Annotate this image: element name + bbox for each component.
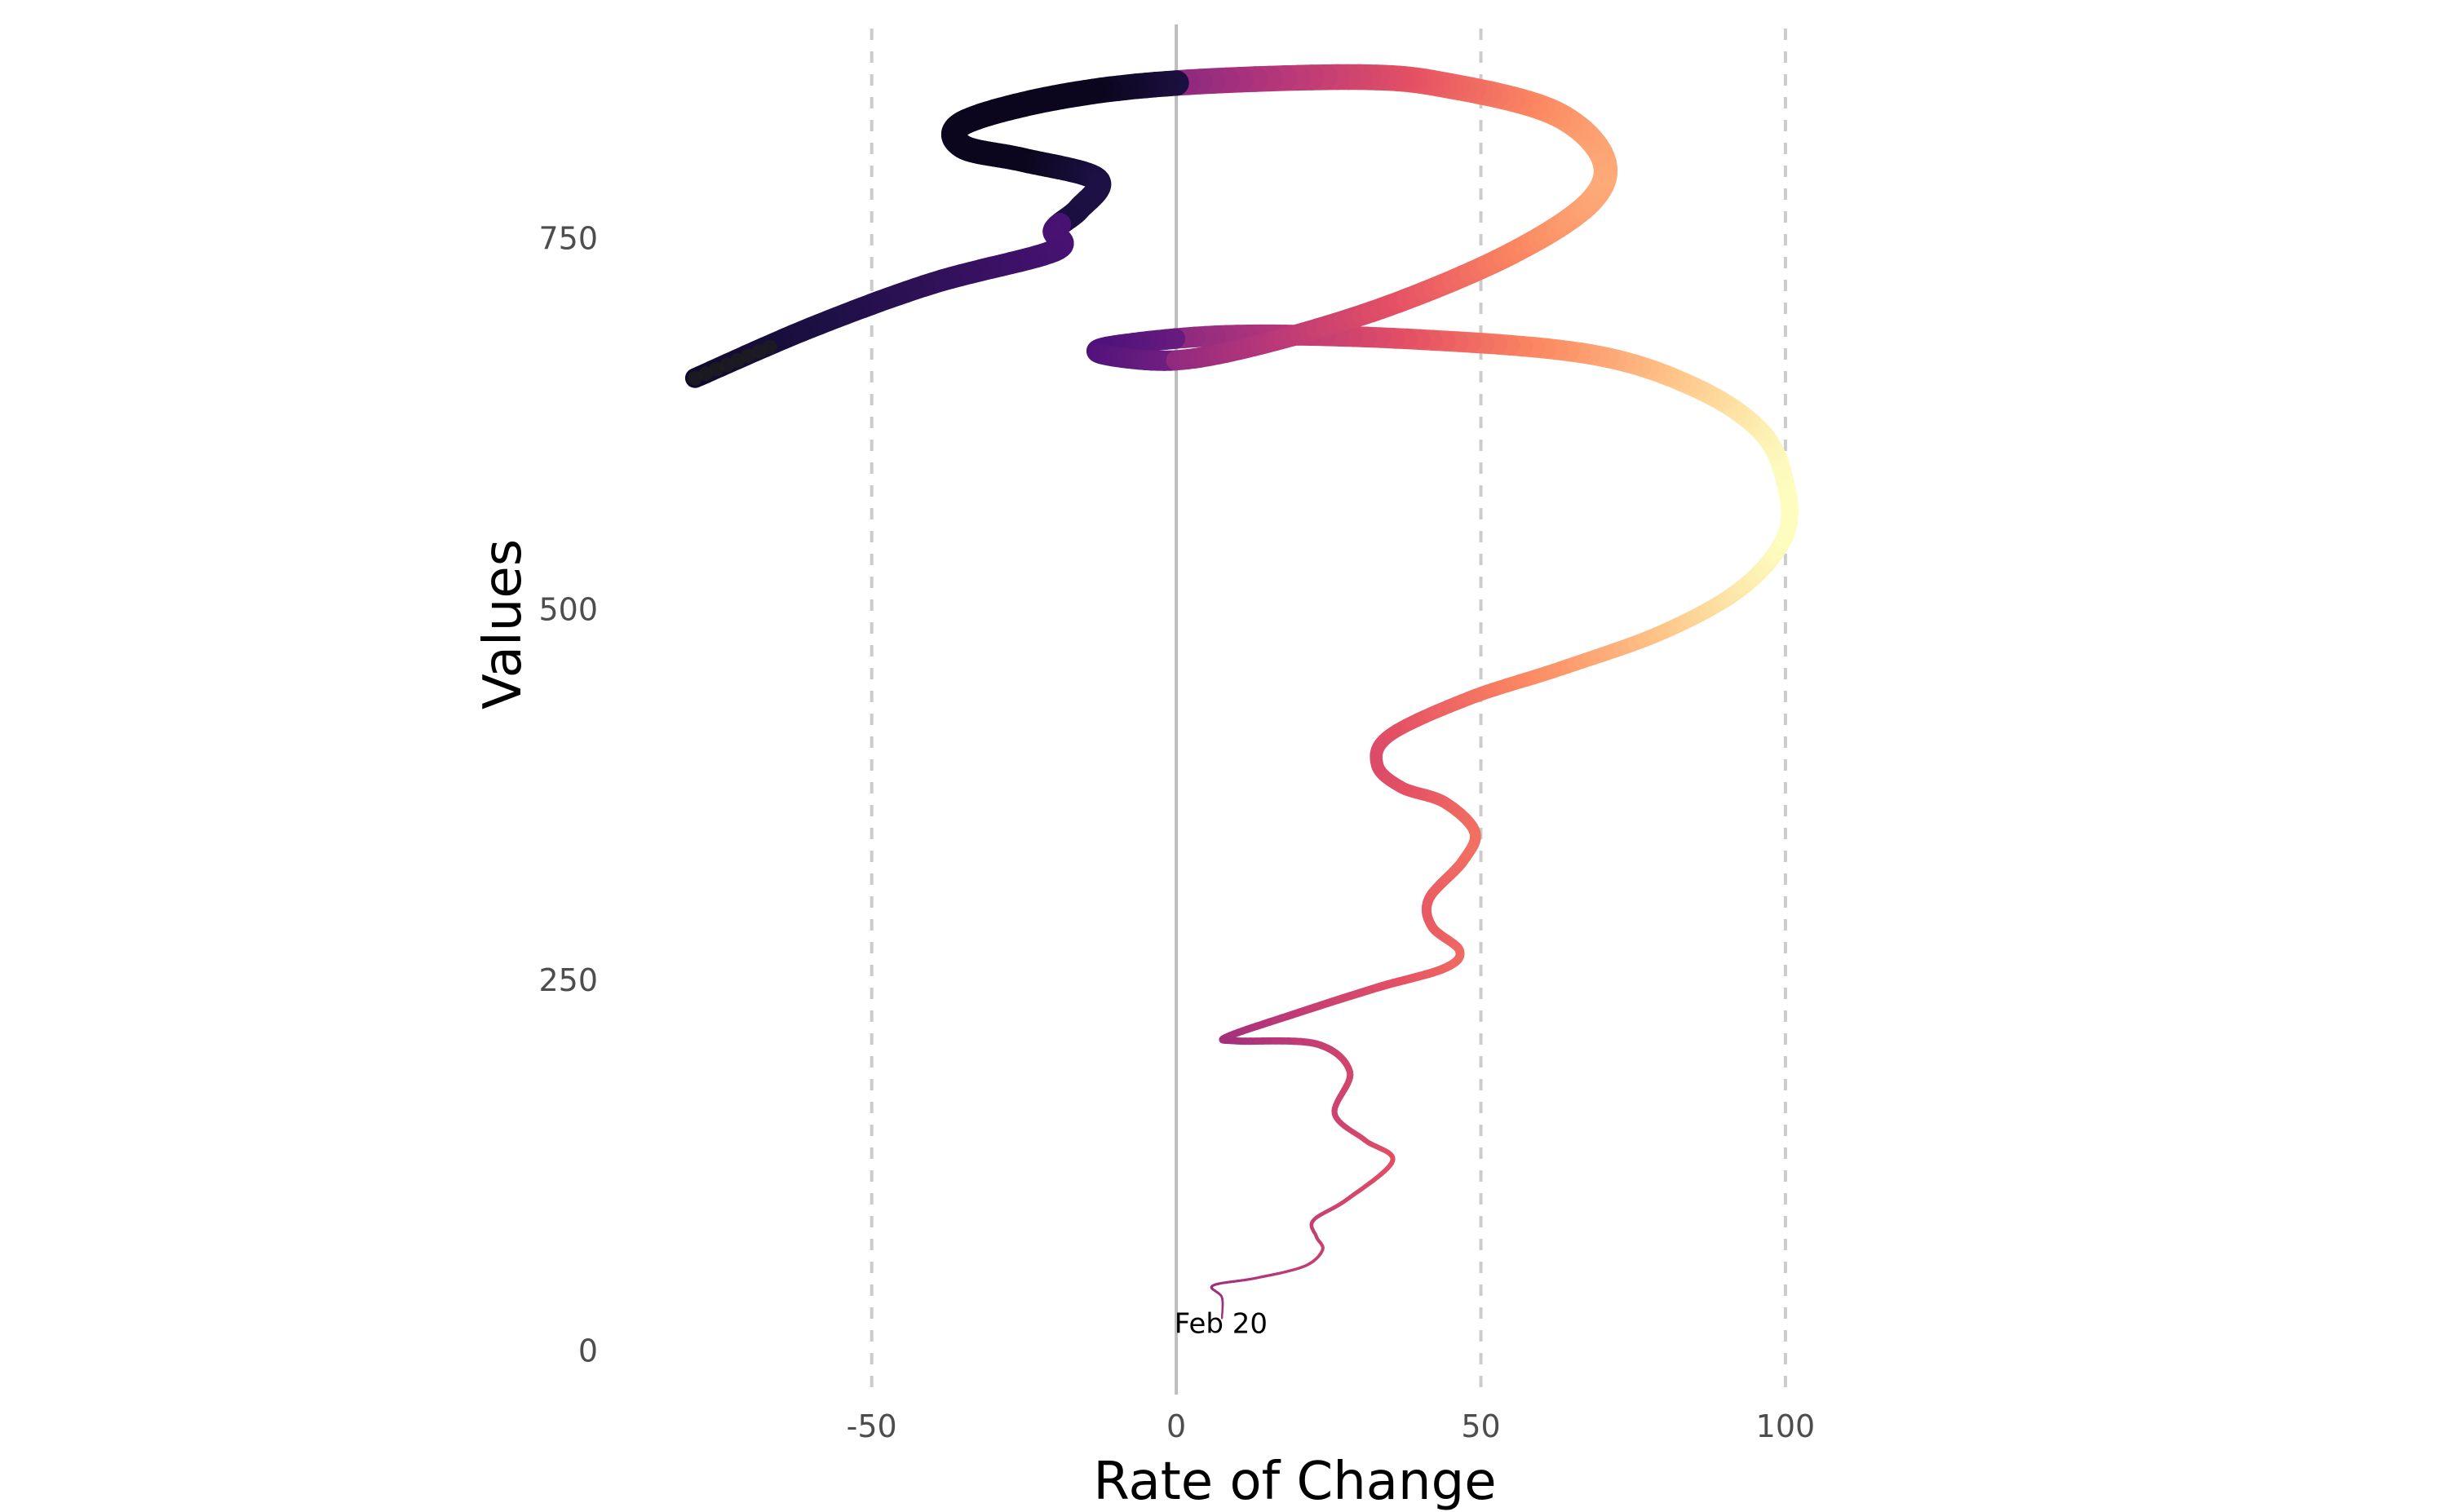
y-tick-label: 750 [538, 221, 598, 257]
label-layer: Rate of Change Values -50 0 50 100 0 250 500 75… [473, 221, 1815, 1512]
series-point [762, 339, 777, 355]
grid-layer [870, 24, 1787, 1395]
x-tick-label: -50 [847, 1408, 897, 1444]
y-axis-title: Values [473, 539, 533, 710]
y-tick-label: 500 [538, 591, 598, 627]
y-tick-label: 0 [578, 1333, 598, 1368]
series-layer [684, 64, 1799, 1320]
x-tick-label: 0 [1166, 1408, 1186, 1444]
annotation-label: Feb 20 [1175, 1308, 1268, 1341]
y-tick-label: 250 [538, 962, 598, 998]
x-tick-label: 100 [1756, 1408, 1816, 1444]
x-axis-title: Rate of Change [1093, 1452, 1496, 1512]
x-tick-label: 50 [1461, 1408, 1500, 1444]
